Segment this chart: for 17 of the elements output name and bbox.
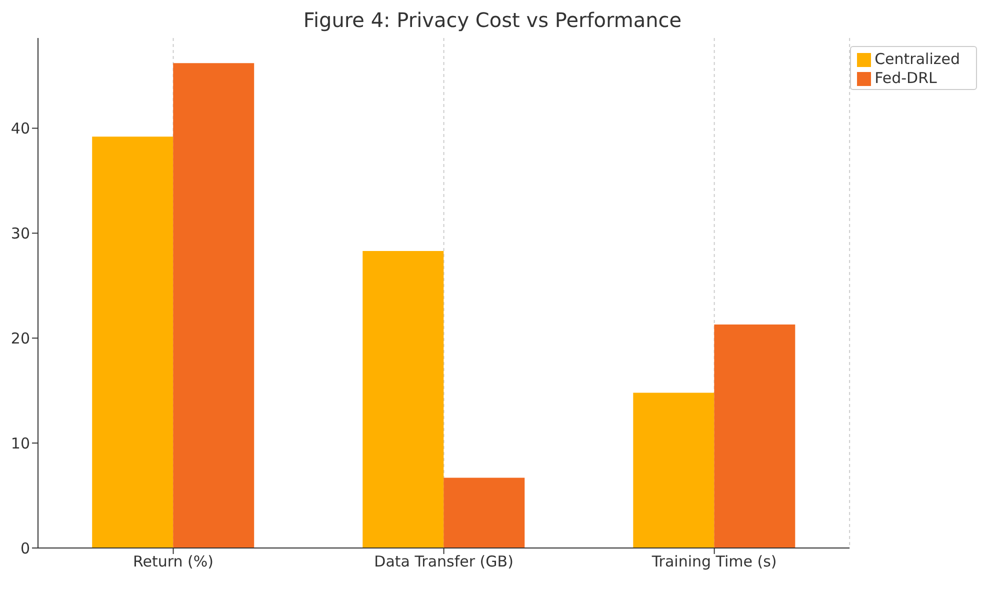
- chart-title: Figure 4: Privacy Cost vs Performance: [302, 8, 683, 34]
- legend-label: Fed-DRL: [874, 69, 937, 87]
- legend-label: Centralized: [874, 50, 960, 68]
- y-tick-label: 40: [10, 120, 30, 138]
- x-tick-label: Training Time (s): [650, 552, 777, 571]
- bar: [633, 392, 714, 548]
- bar: [362, 251, 444, 548]
- bar: [444, 478, 525, 548]
- y-tick-label: 10: [10, 434, 30, 452]
- bar: [714, 324, 796, 548]
- bar: [173, 63, 254, 548]
- y-tick-label: 30: [10, 224, 30, 243]
- y-tick-label: 0: [20, 539, 30, 558]
- x-tick-label: Data Transfer (GB): [374, 552, 514, 571]
- bar: [92, 136, 174, 548]
- x-tick-label: Return (%): [133, 552, 214, 571]
- y-tick-label: 20: [10, 329, 30, 348]
